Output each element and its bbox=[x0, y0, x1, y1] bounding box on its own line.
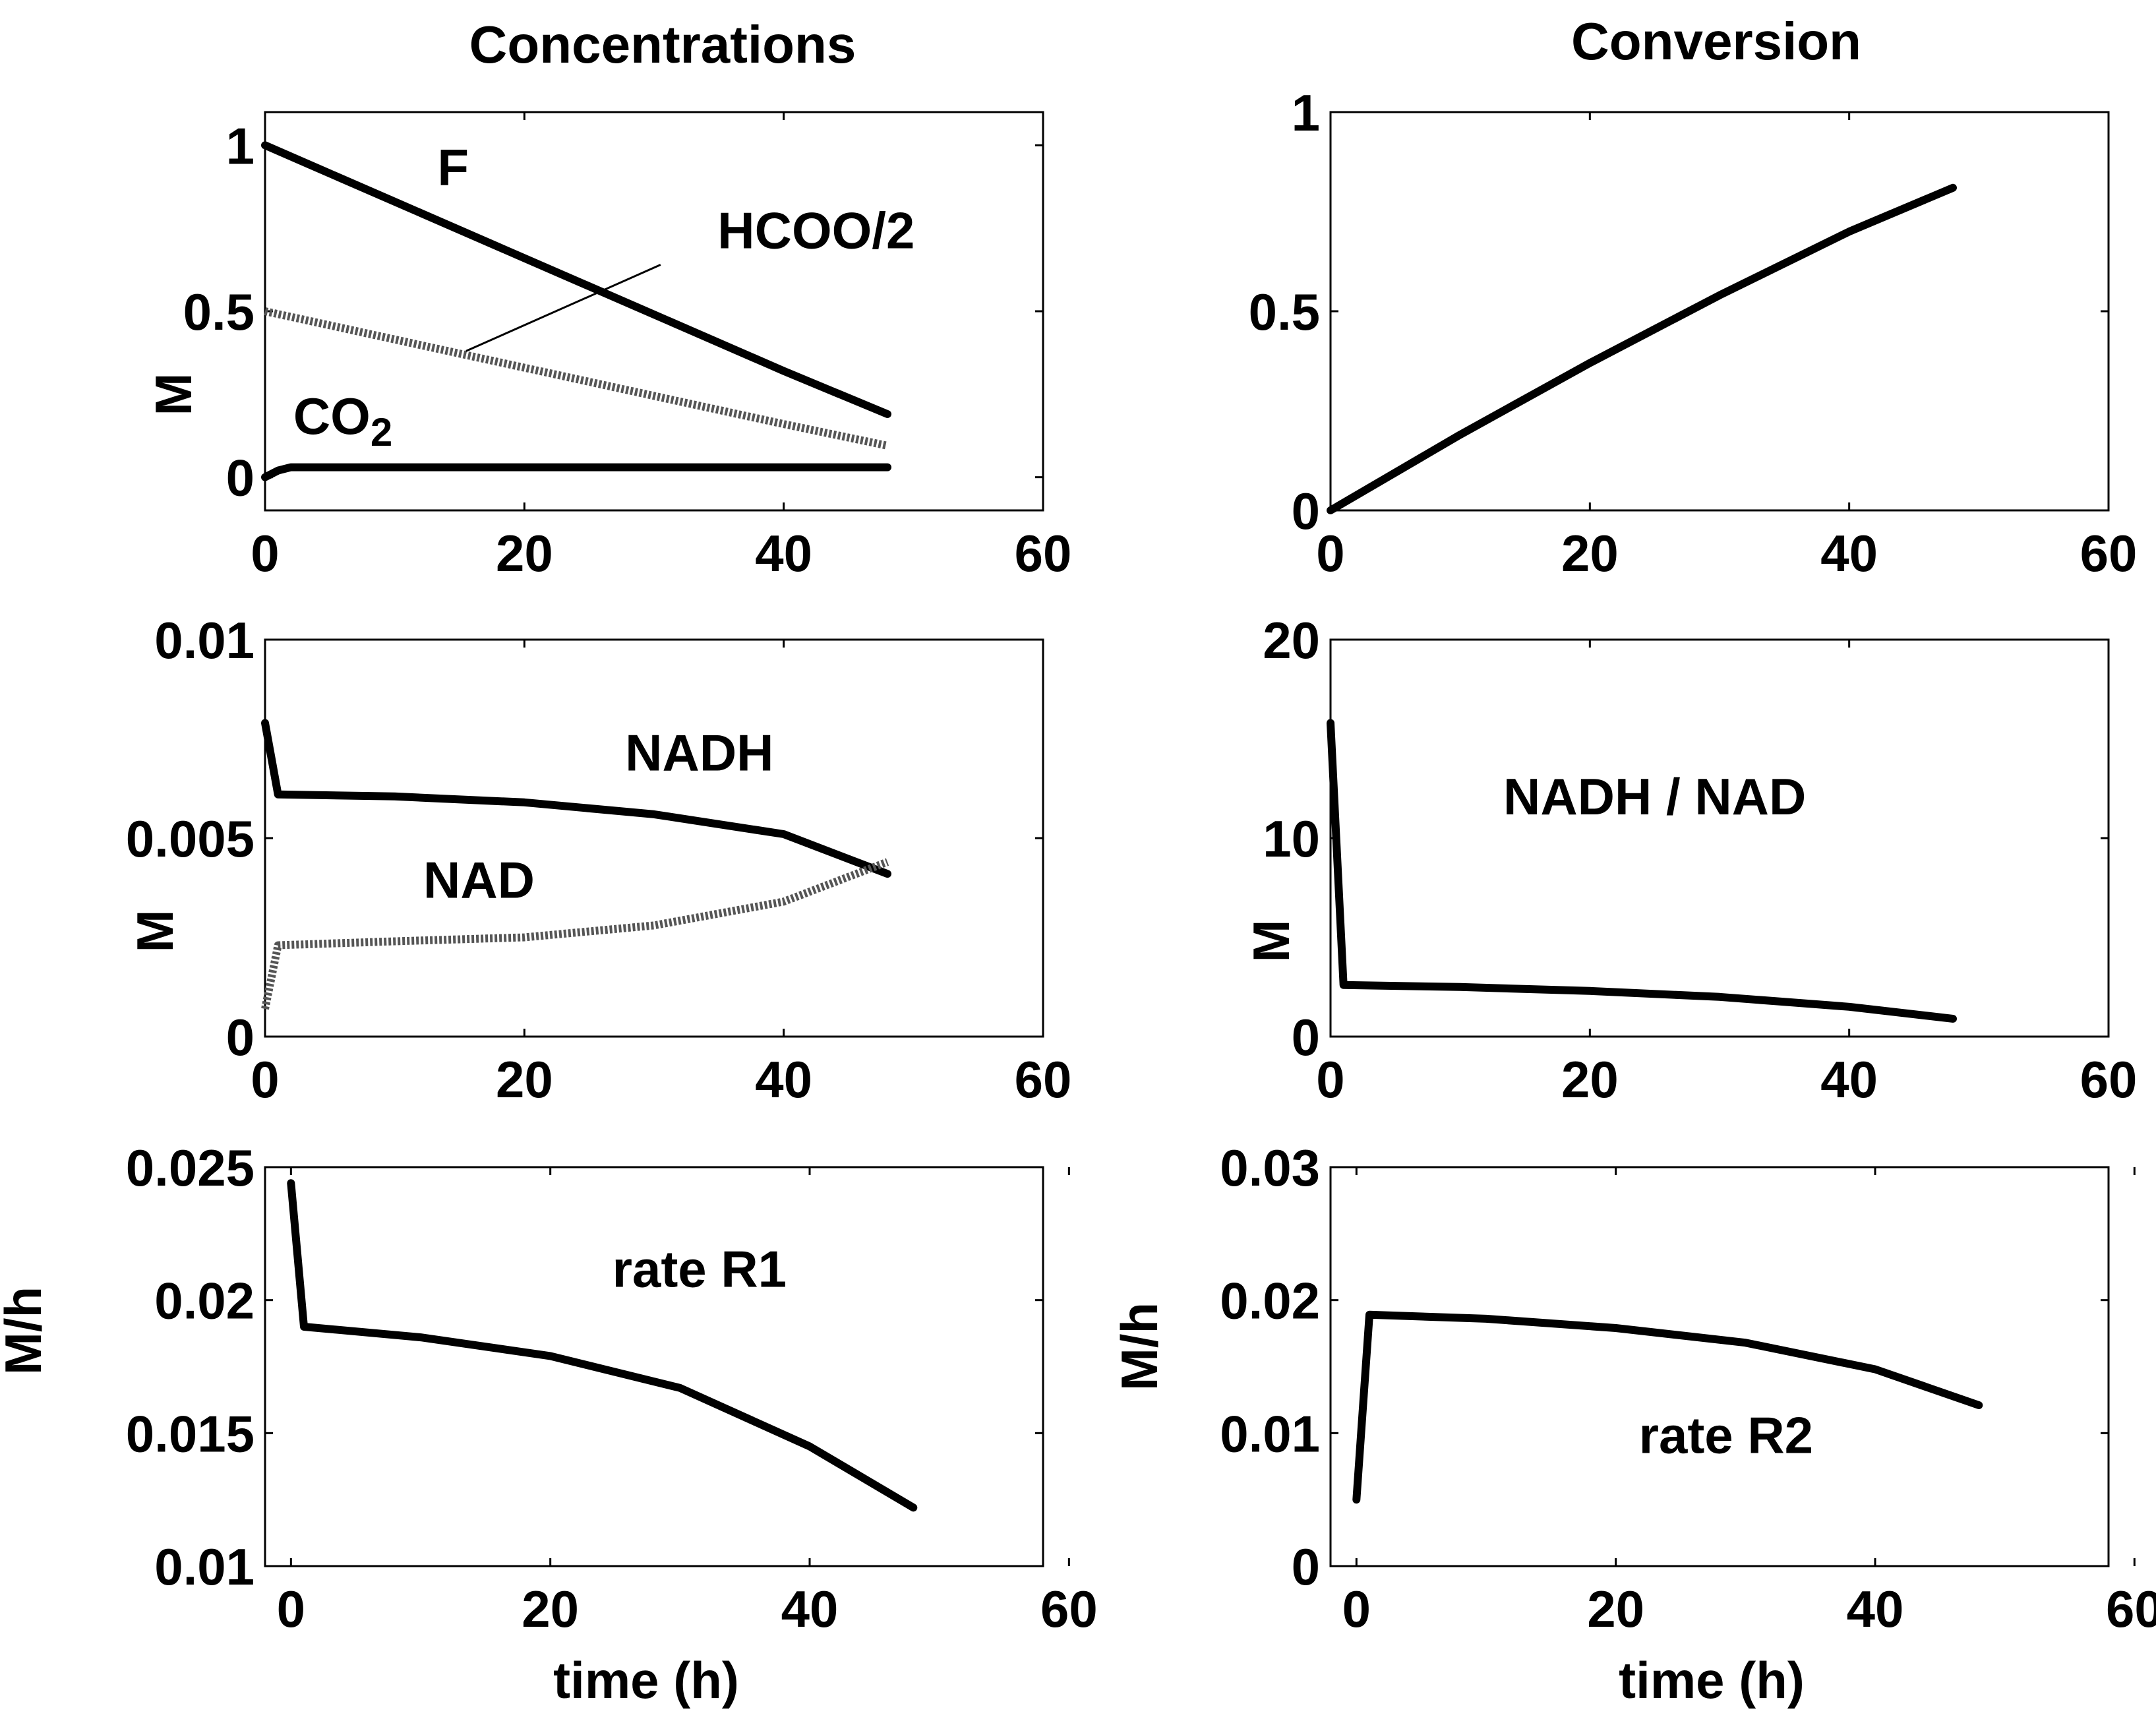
series-line-conversion bbox=[1327, 183, 1957, 514]
y-tick-label: 1 bbox=[226, 117, 255, 175]
x-tick-label: 60 bbox=[2080, 1050, 2138, 1108]
annotation-leader-line bbox=[465, 264, 661, 352]
x-tick-label: 20 bbox=[1587, 1580, 1644, 1638]
x-tick-label: 40 bbox=[1847, 1580, 1904, 1638]
x-tick-label: 20 bbox=[1561, 1050, 1619, 1108]
plot-frame bbox=[264, 1166, 1044, 1567]
annotation-text: NADH bbox=[625, 724, 773, 782]
y-tick-label: 0.5 bbox=[183, 283, 255, 341]
plot-frame bbox=[1329, 1166, 2110, 1567]
x-tick-label: 20 bbox=[496, 1050, 553, 1108]
x-tick-label: 40 bbox=[755, 524, 812, 582]
x-tick-label: 0 bbox=[251, 524, 279, 582]
plot-frame bbox=[1329, 638, 2110, 1038]
col-title-conversion: Conversion bbox=[1571, 12, 1861, 71]
series-line-rate-r2 bbox=[1352, 1310, 1983, 1504]
annotation-subscript: 2 bbox=[371, 410, 392, 454]
x-tick-label: 0 bbox=[1342, 1580, 1371, 1638]
x-tick-label: 60 bbox=[1015, 524, 1072, 582]
x-axis-label: time (h) bbox=[553, 1651, 739, 1709]
y-tick-label: 0 bbox=[1292, 1538, 1320, 1596]
chart-panel-p1: 0 20 40 60 0 0.5 1 M F HCOO/2 CO2 bbox=[144, 111, 1072, 582]
y-tick-label: 0 bbox=[1292, 1008, 1320, 1066]
series-line-f bbox=[261, 141, 891, 418]
y-tick-label: 0.01 bbox=[1220, 1405, 1320, 1463]
y-tick-label: 0.5 bbox=[1249, 283, 1320, 341]
y-tick-label: 20 bbox=[1263, 611, 1320, 669]
annotation-text: F bbox=[437, 138, 469, 197]
y-tick-label: 0.02 bbox=[154, 1272, 255, 1330]
x-tick-label: 40 bbox=[1820, 1050, 1878, 1108]
x-tick-label: 20 bbox=[496, 524, 553, 582]
series-annotation: NADH bbox=[625, 724, 773, 782]
y-tick-label: 1 bbox=[1292, 84, 1320, 142]
series-annotation: rate R2 bbox=[1639, 1407, 1813, 1465]
y-axis-label: M bbox=[126, 910, 184, 953]
series-annotation: NAD bbox=[423, 851, 535, 909]
annotation-text: CO bbox=[293, 387, 371, 445]
series-line-nadh bbox=[261, 719, 891, 878]
series-line-co2 bbox=[261, 463, 891, 481]
series-line-nadh-nad bbox=[1327, 719, 1957, 1023]
x-tick-label: 0 bbox=[1316, 1050, 1344, 1108]
y-tick-label: 10 bbox=[1263, 810, 1320, 868]
x-tick-label: 20 bbox=[1561, 524, 1619, 582]
y-tick-label: 0 bbox=[1292, 482, 1320, 540]
series-annotation: CO2 bbox=[293, 387, 392, 454]
x-tick-label: 60 bbox=[1015, 1050, 1072, 1108]
y-axis-label: M/h bbox=[0, 1287, 52, 1375]
chart-panel-p4: 0 20 40 60 0 10 20 M NADH / NAD bbox=[1242, 611, 2137, 1108]
annotation-text: rate R2 bbox=[1639, 1407, 1813, 1465]
y-tick-label: 0.03 bbox=[1220, 1139, 1320, 1197]
x-tick-label: 20 bbox=[522, 1580, 579, 1638]
y-tick-label: 0 bbox=[226, 1008, 255, 1066]
x-tick-label: 60 bbox=[2106, 1580, 2156, 1638]
x-tick-label: 0 bbox=[1316, 524, 1344, 582]
plot-frame bbox=[1329, 111, 2110, 512]
x-tick-label: 60 bbox=[1040, 1580, 1098, 1638]
x-tick-label: 40 bbox=[755, 1050, 812, 1108]
series-annotation: rate R1 bbox=[613, 1240, 787, 1298]
x-tick-label: 40 bbox=[1820, 524, 1878, 582]
annotation-text: rate R1 bbox=[613, 1240, 787, 1298]
series-annotation: NADH / NAD bbox=[1503, 768, 1806, 826]
series-annotation: HCOO/2 bbox=[717, 201, 914, 259]
plot-frame bbox=[264, 638, 1044, 1038]
chart-panel-p6: 0 20 40 60 0 0.01 0.02 0.03 M/h time (h) rate R2 bbox=[1110, 1139, 2156, 1709]
x-tick-label: 0 bbox=[277, 1580, 305, 1638]
y-axis-label: M bbox=[144, 373, 202, 416]
chart-panel-p3: 0 20 40 60 0 0.005 0.01 M NADH NAD bbox=[126, 611, 1072, 1108]
y-tick-label: 0.01 bbox=[154, 611, 255, 669]
y-tick-label: 0.025 bbox=[126, 1139, 255, 1197]
x-tick-label: 40 bbox=[781, 1580, 839, 1638]
col-title-concentrations: Concentrations bbox=[469, 15, 856, 74]
y-tick-label: 0.02 bbox=[1220, 1272, 1320, 1330]
x-tick-label: 60 bbox=[2080, 524, 2138, 582]
x-tick-label: 0 bbox=[251, 1050, 279, 1108]
x-axis-label: time (h) bbox=[1619, 1651, 1805, 1709]
annotation-text: NADH / NAD bbox=[1503, 768, 1806, 826]
y-axis-label: M/h bbox=[1110, 1302, 1168, 1391]
y-tick-label: 0.005 bbox=[126, 810, 255, 868]
annotation-text: HCOO/2 bbox=[717, 201, 914, 259]
y-tick-label: 0.015 bbox=[126, 1405, 255, 1463]
series-annotation: F bbox=[437, 138, 469, 197]
series-line-rate-r1 bbox=[287, 1179, 918, 1512]
chart-panel-p2: 0 20 40 60 0 0.5 1 bbox=[1249, 84, 2138, 582]
y-tick-label: 0 bbox=[226, 449, 255, 507]
chart-panel-p5: 0 20 40 60 0.01 0.015 0.02 0.025 M/h time (h) rate… bbox=[0, 1139, 1098, 1709]
series-line-nad bbox=[261, 858, 889, 1010]
y-axis-label: M bbox=[1242, 920, 1300, 963]
y-tick-label: 0.01 bbox=[154, 1538, 255, 1596]
annotation-text: NAD bbox=[423, 851, 535, 909]
